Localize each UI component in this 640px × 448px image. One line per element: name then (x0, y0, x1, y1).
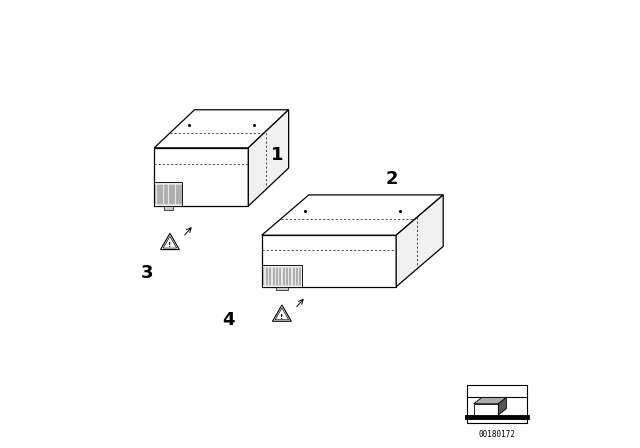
Text: 3: 3 (141, 264, 154, 282)
Polygon shape (275, 308, 289, 320)
Polygon shape (164, 206, 173, 210)
Text: 2: 2 (385, 170, 398, 188)
Polygon shape (467, 385, 527, 423)
Polygon shape (161, 233, 179, 250)
Polygon shape (262, 265, 302, 287)
Polygon shape (154, 148, 248, 206)
Polygon shape (276, 287, 288, 290)
Polygon shape (248, 110, 289, 206)
Polygon shape (262, 195, 443, 235)
Polygon shape (163, 237, 177, 248)
Text: 4: 4 (222, 311, 234, 329)
Text: !: ! (168, 242, 172, 248)
Polygon shape (474, 397, 506, 404)
Text: !: ! (280, 314, 284, 320)
Text: 1: 1 (271, 146, 284, 164)
Polygon shape (154, 181, 182, 206)
Polygon shape (499, 397, 506, 415)
Polygon shape (154, 110, 289, 148)
Polygon shape (474, 404, 499, 415)
Polygon shape (396, 195, 443, 287)
Polygon shape (262, 235, 396, 287)
Polygon shape (273, 305, 291, 321)
Text: 00180172: 00180172 (479, 430, 516, 439)
